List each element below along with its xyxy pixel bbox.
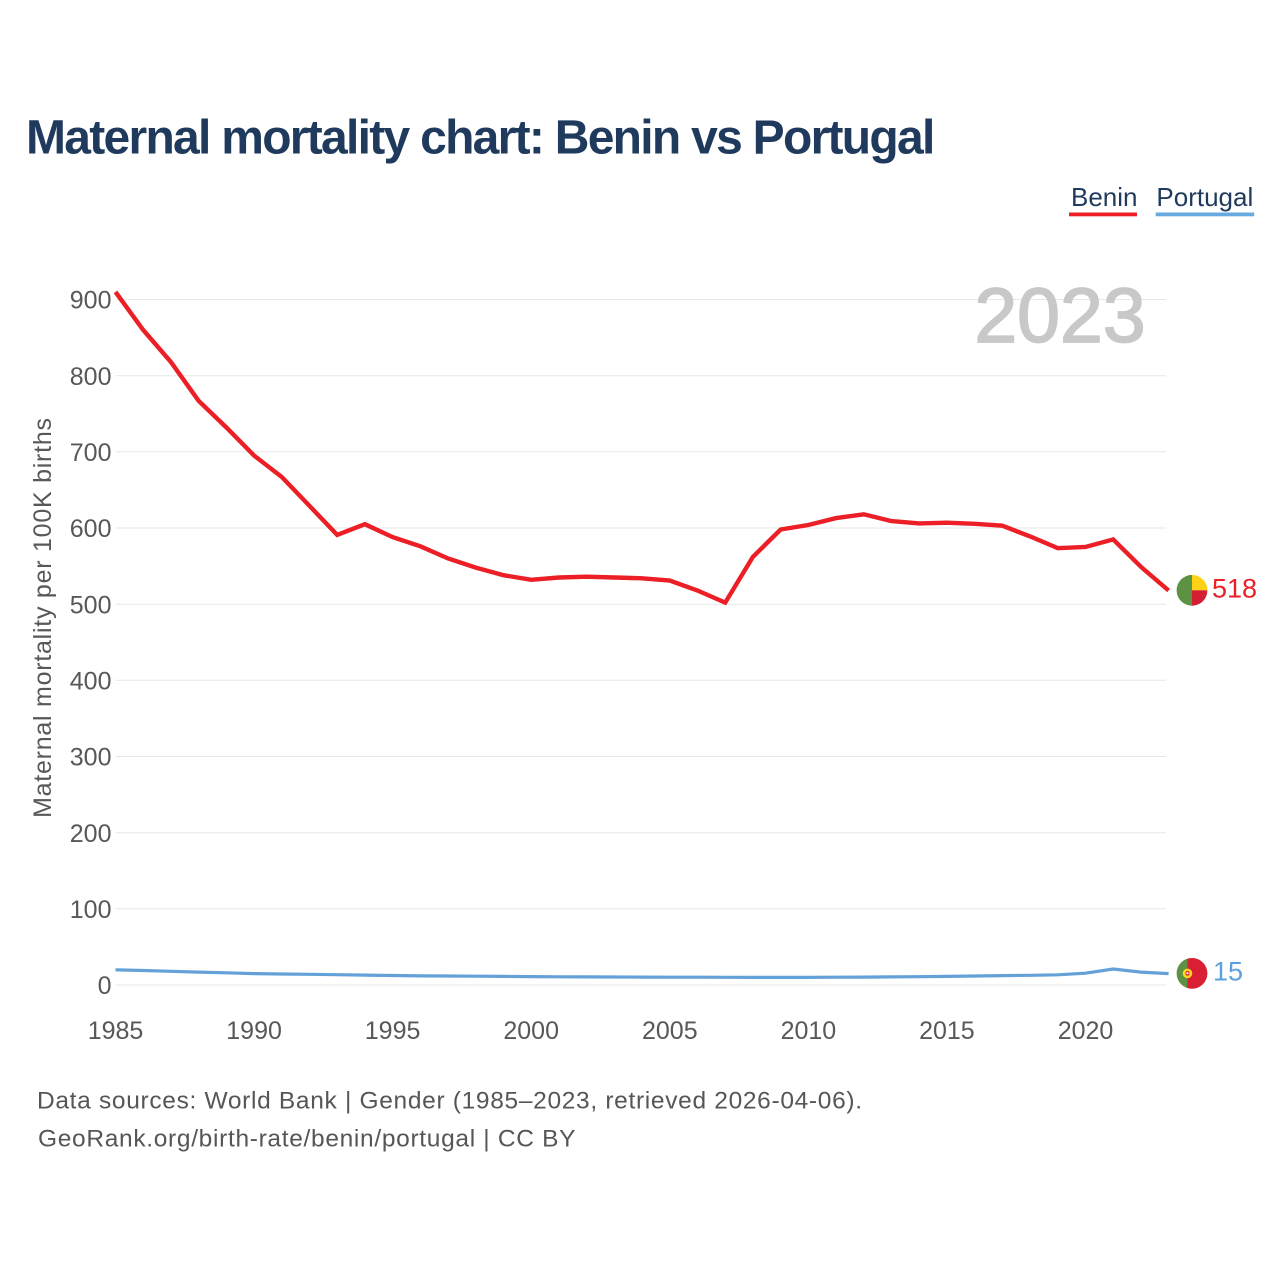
svg-text:2000: 2000 bbox=[503, 1017, 559, 1045]
svg-text:2023: 2023 bbox=[974, 273, 1145, 359]
svg-text:518: 518 bbox=[1212, 574, 1257, 604]
svg-text:Maternal mortality per 100K bi: Maternal mortality per 100K births bbox=[29, 417, 57, 818]
svg-text:300: 300 bbox=[70, 744, 112, 772]
svg-text:900: 900 bbox=[70, 287, 112, 315]
svg-text:Maternal mortality chart: Beni: Maternal mortality chart: Benin vs Portu… bbox=[26, 112, 934, 165]
svg-text:2010: 2010 bbox=[781, 1017, 837, 1045]
svg-text:Data sources: World Bank | Gen: Data sources: World Bank | Gender (1985–… bbox=[37, 1088, 863, 1115]
svg-text:700: 700 bbox=[70, 439, 112, 467]
svg-text:Portugal: Portugal bbox=[1156, 182, 1253, 212]
svg-text:15: 15 bbox=[1213, 957, 1243, 987]
svg-text:2020: 2020 bbox=[1058, 1017, 1114, 1045]
svg-text:2015: 2015 bbox=[919, 1017, 975, 1045]
svg-text:2005: 2005 bbox=[642, 1017, 698, 1045]
svg-text:Benin: Benin bbox=[1071, 182, 1138, 212]
svg-text:GeoRank.org/birth-rate/benin/p: GeoRank.org/birth-rate/benin/portugal | … bbox=[38, 1126, 576, 1153]
svg-text:400: 400 bbox=[70, 667, 112, 695]
svg-text:1985: 1985 bbox=[88, 1017, 144, 1045]
svg-text:100: 100 bbox=[70, 896, 112, 924]
svg-text:800: 800 bbox=[70, 363, 112, 391]
svg-text:1990: 1990 bbox=[226, 1017, 282, 1045]
svg-text:0: 0 bbox=[98, 972, 112, 1000]
svg-text:600: 600 bbox=[70, 515, 112, 543]
svg-text:500: 500 bbox=[70, 591, 112, 619]
svg-text:200: 200 bbox=[70, 820, 112, 848]
svg-text:1995: 1995 bbox=[365, 1017, 421, 1045]
